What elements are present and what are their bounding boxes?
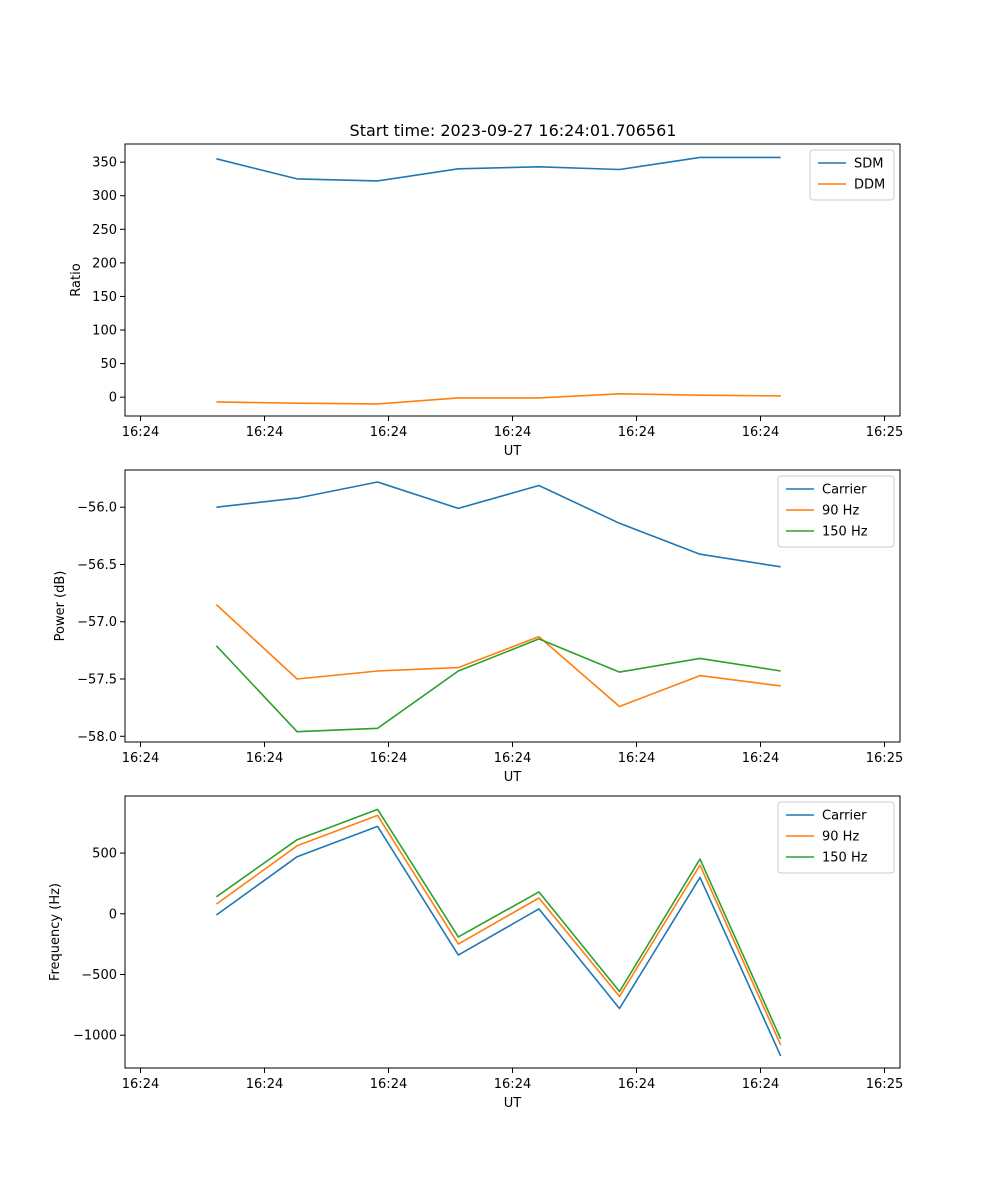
figure-title: Start time: 2023-09-27 16:24:01.706561: [350, 121, 677, 140]
series-line-150-hz: [215, 638, 781, 733]
y-tick-label: 0: [109, 391, 117, 406]
y-tick-label: 50: [100, 357, 117, 372]
chart-panel-3: 16:24 16:24 16:24 16:24 16:24 16:24 16:25 −1000…: [48, 795, 903, 1111]
x-axis-label: UT: [504, 444, 522, 459]
chart-panel-1: 16:24 16:24 16:24 16:24 16:24 16:24 16:25 0 50 10…: [69, 143, 903, 459]
x-tick-label: 16:24: [246, 1077, 283, 1092]
y-tick-label: −500: [81, 968, 117, 983]
axes-frame: [124, 795, 901, 1069]
legend-label: SDM: [854, 157, 883, 172]
series-line-sdm: [216, 156, 781, 182]
axes-frame: [124, 143, 901, 417]
chart-panel-2: 16:24 16:24 16:24 16:24 16:24 16:24 16:25 −58.0…: [53, 469, 903, 785]
x-tick-label: 16:24: [618, 751, 655, 766]
y-tick-label: 350: [92, 156, 117, 171]
y-tick-label: 0: [109, 907, 117, 922]
x-axis-label: UT: [504, 1096, 522, 1111]
legend-box: [777, 801, 895, 874]
legend-label: 90 Hz: [822, 504, 859, 519]
y-tick-label: 250: [92, 223, 117, 238]
y-axis-label: Frequency (Hz): [48, 883, 63, 981]
series-line-90-hz: [215, 604, 781, 708]
x-tick-label: 16:24: [246, 425, 283, 440]
axes-frame: [124, 469, 901, 743]
x-tick-label: 16:24: [742, 425, 779, 440]
series-line-150-hz: [215, 808, 782, 1040]
y-tick-label: −57.5: [77, 673, 117, 688]
y-tick-label: 200: [92, 256, 117, 271]
x-tick-label: 16:24: [246, 751, 283, 766]
y-tick-label: −1000: [73, 1029, 117, 1044]
legend-label: 150 Hz: [822, 525, 868, 540]
x-tick-label: 16:24: [370, 425, 407, 440]
series-line-carrier: [216, 481, 781, 568]
x-tick-label: 16:24: [742, 1077, 779, 1092]
legend-label: Carrier: [822, 809, 867, 824]
y-tick-label: 150: [92, 290, 117, 305]
x-tick-label: 16:25: [866, 1077, 903, 1092]
y-tick-label: 500: [92, 847, 117, 862]
series-line-carrier: [215, 825, 782, 1057]
x-tick-label: 16:24: [122, 425, 159, 440]
y-tick-label: −58.0: [77, 730, 117, 745]
y-tick-label: −57.0: [77, 615, 117, 630]
y-tick-label: −56.5: [77, 558, 117, 573]
x-tick-label: 16:24: [122, 751, 159, 766]
x-tick-label: 16:24: [742, 751, 779, 766]
series-line-ddm: [216, 392, 781, 405]
y-axis-label: Power (dB): [53, 571, 68, 642]
legend-label: DDM: [854, 178, 885, 193]
y-tick-label: 100: [92, 324, 117, 339]
x-tick-label: 16:24: [494, 1077, 531, 1092]
x-tick-label: 16:25: [866, 751, 903, 766]
legend-label: Carrier: [822, 483, 867, 498]
x-tick-label: 16:25: [866, 425, 903, 440]
x-tick-label: 16:24: [370, 751, 407, 766]
legend-label: 150 Hz: [822, 851, 868, 866]
y-tick-label: −56.0: [77, 501, 117, 516]
legend-label: 90 Hz: [822, 830, 859, 845]
legend-box: [777, 475, 895, 548]
x-tick-label: 16:24: [618, 1077, 655, 1092]
x-tick-label: 16:24: [494, 425, 531, 440]
x-tick-label: 16:24: [618, 425, 655, 440]
x-axis-label: UT: [504, 770, 522, 785]
y-axis-label: Ratio: [69, 263, 84, 296]
series-line-90-hz: [215, 814, 782, 1046]
x-tick-label: 16:24: [122, 1077, 159, 1092]
x-tick-label: 16:24: [370, 1077, 407, 1092]
y-tick-label: 300: [92, 189, 117, 204]
x-tick-label: 16:24: [494, 751, 531, 766]
